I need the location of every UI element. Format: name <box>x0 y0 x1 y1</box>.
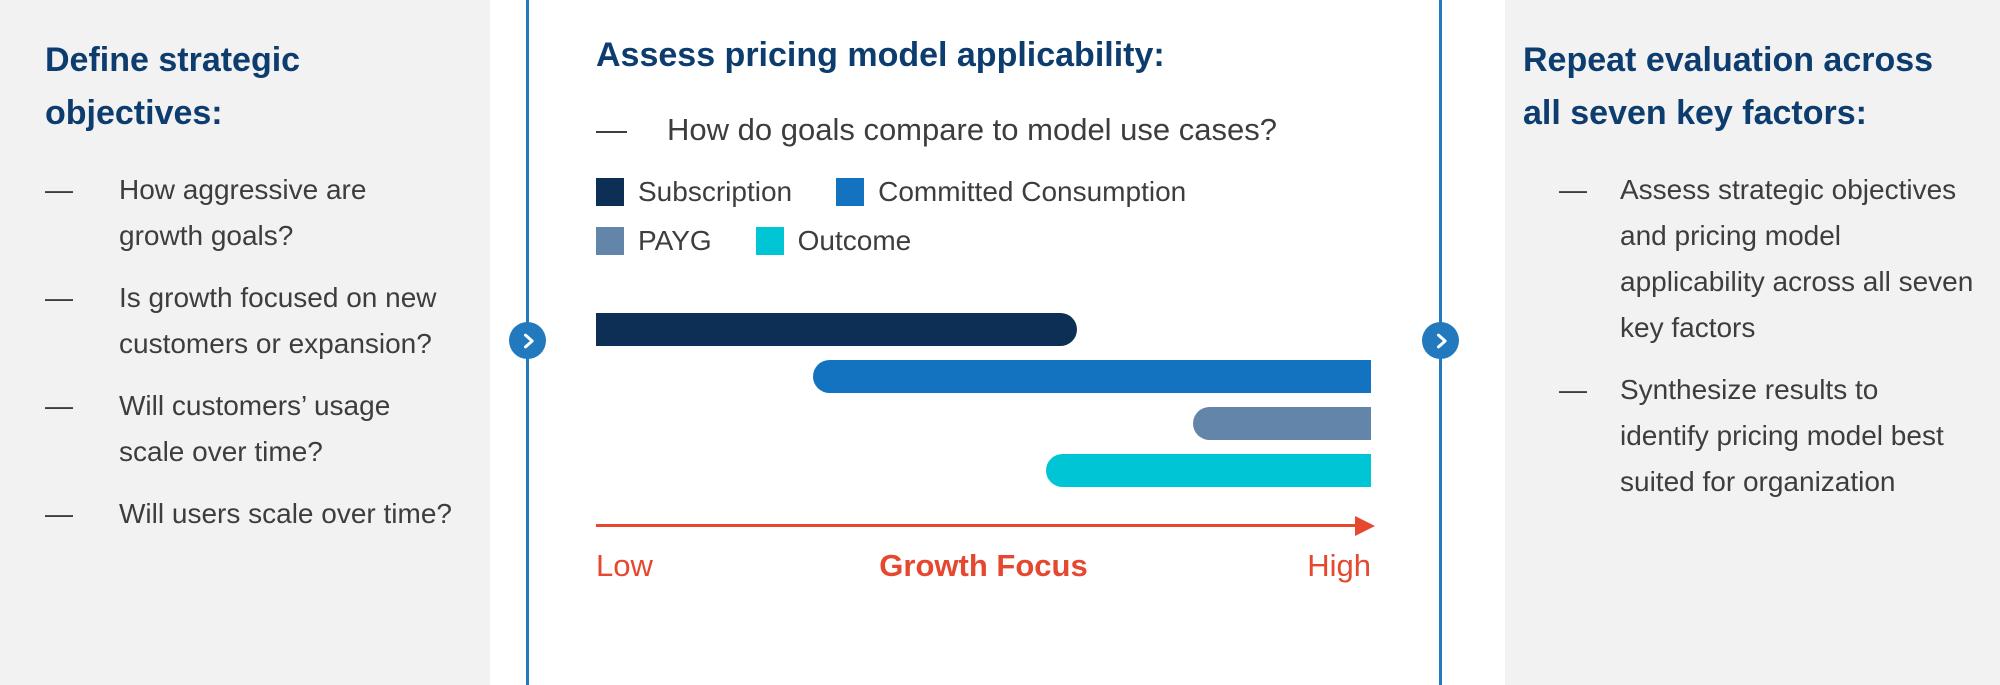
center-panel-bullet: — How do goals compare to model use case… <box>596 110 1277 150</box>
axis-labels: Low Growth Focus High <box>596 548 1371 584</box>
bullet-text: How do goals compare to model use cases? <box>667 112 1277 147</box>
list-item-text: Synthesize results to identify pricing m… <box>1620 374 1944 497</box>
legend-item-payg: PAYG <box>596 225 712 257</box>
list-item-text: How aggressive are growth goals? <box>119 174 367 252</box>
left-panel-title: Define strategic objectives: <box>45 41 301 132</box>
dash-bullet: — <box>45 282 73 314</box>
dash-bullet: — <box>1559 374 1587 405</box>
center-panel: Assess pricing model applicability: — Ho… <box>596 0 1375 685</box>
list-item: — Assess strategic objectives and pricin… <box>1559 167 1974 351</box>
bar-payg <box>1192 407 1371 440</box>
chevron-right-icon <box>518 331 538 351</box>
list-item: — Synthesize results to identify pricing… <box>1559 367 1974 505</box>
dash-bullet: — <box>1559 174 1587 206</box>
legend-row: PAYG Outcome <box>596 225 1230 257</box>
legend-swatch-subscription <box>596 178 624 206</box>
legend-label: PAYG <box>638 225 712 256</box>
legend-item-outcome: Outcome <box>755 225 912 257</box>
center-panel-title: Assess pricing model applicability: <box>596 36 1165 74</box>
dash-bullet: — <box>45 174 73 206</box>
axis-high-label: High <box>1307 548 1371 583</box>
bars <box>596 313 1371 488</box>
legend-row: Subscription Committed Consumption <box>596 176 1230 208</box>
next-step-arrow-right <box>1422 322 1459 359</box>
list-item-text: Will customers’ usage scale over time? <box>119 390 391 467</box>
list-item-text: Is growth focused on new customers or ex… <box>119 282 437 360</box>
right-panel-title: Repeat evaluation across all seven key f… <box>1523 41 1934 132</box>
bar-committed-consumption <box>813 360 1371 393</box>
bar-outcome <box>1045 454 1371 487</box>
legend-item-committed-consumption: Committed Consumption <box>836 176 1186 208</box>
list-item-text: Assess strategic objectives and pricing … <box>1620 174 1974 344</box>
legend-swatch-committed-consumption <box>836 178 865 206</box>
legend-label: Committed Consumption <box>878 176 1187 207</box>
dash-bullet: — <box>45 390 73 421</box>
right-panel-list: — Assess strategic objectives and pricin… <box>1559 167 1974 504</box>
legend-label: Outcome <box>797 225 912 256</box>
left-panel-list: — How aggressive are growth goals? — Is … <box>45 167 452 536</box>
legend-swatch-payg <box>596 227 624 255</box>
axis-title: Growth Focus <box>879 548 1088 583</box>
list-item: — Will customers’ usage scale over time? <box>45 383 452 475</box>
dash-bullet: — <box>45 497 73 529</box>
list-item-text: Will users scale over time? <box>119 497 452 529</box>
legend-swatch-outcome <box>755 227 784 255</box>
list-item: — Is growth focused on new customers or … <box>45 275 452 367</box>
chevron-right-icon <box>1431 331 1451 351</box>
legend-label: Subscription <box>638 176 793 207</box>
dash-bullet: — <box>596 112 627 147</box>
legend-item-subscription: Subscription <box>596 176 792 208</box>
left-panel: Define strategic objectives: — How aggre… <box>0 0 490 685</box>
arrow-head-icon <box>1355 516 1375 536</box>
right-panel: Repeat evaluation across all seven key f… <box>1505 0 2000 685</box>
axis-line <box>596 524 1356 527</box>
growth-focus-axis <box>596 516 1375 536</box>
next-step-arrow-left <box>509 322 546 359</box>
bar-subscription <box>596 313 1077 346</box>
axis-low-label: Low <box>596 548 653 583</box>
list-item: — How aggressive are growth goals? <box>45 167 452 259</box>
list-item: — Will users scale over time? <box>45 491 452 537</box>
chart-legend: Subscription Committed Consumption PAYG … <box>596 176 1230 257</box>
